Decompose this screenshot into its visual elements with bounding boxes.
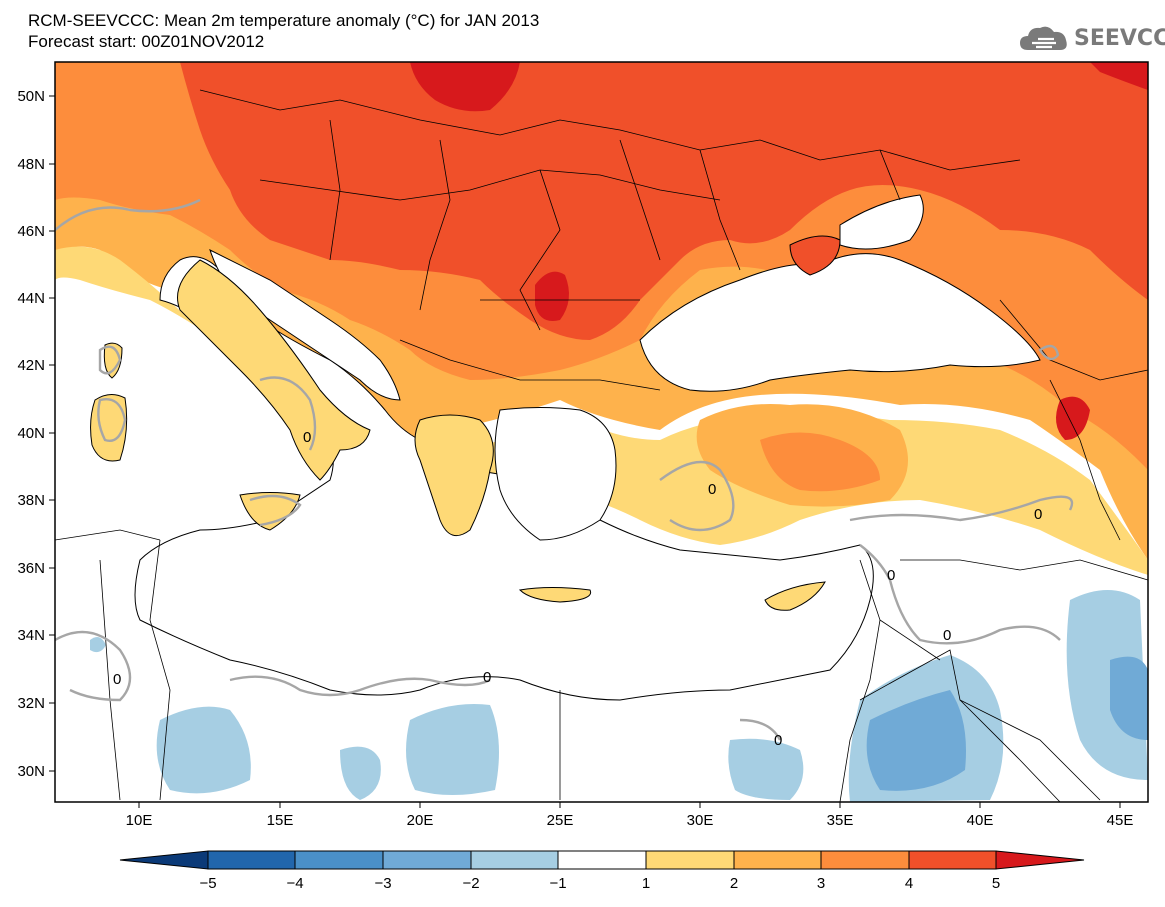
axis-ticks [49, 95, 1121, 808]
anomaly-region-cool-iraq-core [1110, 656, 1148, 740]
colorbar-bin [557, 850, 647, 870]
map-title: RCM-SEEVCCC: Mean 2m temperature anomaly… [28, 11, 540, 30]
lat-label: 40N [17, 425, 45, 442]
country-borders [55, 89, 1148, 802]
contour-label: 0 [943, 627, 951, 644]
contour-label: 0 [887, 567, 895, 584]
colorbar-bin [733, 850, 822, 870]
colorbar-label: −4 [286, 875, 303, 892]
seevccc-logo: SEEVCCC [1018, 22, 1165, 54]
lat-label: 36N [17, 560, 45, 577]
anomaly-region-above-5 [410, 62, 520, 112]
colorbar-labels: −5 −4 −3 −2 −1 1 2 3 4 5 [199, 875, 1000, 892]
anomaly-region-anatolia-core [760, 432, 880, 492]
sardinia [90, 394, 128, 462]
contour-label: 0 [708, 481, 716, 498]
lat-label: 46N [17, 223, 45, 240]
colorbar-label: 3 [817, 875, 825, 892]
anomaly-region-cool-tunisia [90, 636, 106, 653]
cyprus [764, 581, 826, 611]
lon-label: 20E [407, 812, 434, 829]
contour-label: 0 [1034, 506, 1042, 523]
tyrrhenian-sea [120, 348, 280, 490]
lat-label: 48N [17, 156, 45, 173]
lon-label: 30E [687, 812, 714, 829]
anomaly-region-cool-libya-b [340, 746, 381, 800]
colorbar-bin [470, 850, 559, 870]
colorbar-bin [382, 850, 472, 870]
aegean-sea [494, 407, 617, 541]
logo-text: SEEVCCC [1074, 25, 1165, 51]
lon-label: 45E [1107, 812, 1134, 829]
lat-label: 44N [17, 290, 45, 307]
anomaly-region-cool-arabia-mid [866, 690, 966, 791]
colorbar-bin [645, 850, 735, 870]
contour-label: 0 [483, 669, 491, 686]
colorbar-label: 5 [992, 875, 1000, 892]
colorbar-label: 2 [730, 875, 738, 892]
colorbar-bin [908, 850, 997, 870]
anomaly-region-cool-egypt [406, 704, 499, 795]
plot-frame [54, 61, 1149, 803]
lat-label: 42N [17, 357, 45, 374]
lon-label: 35E [827, 812, 854, 829]
anomaly-region-above-5-d [1056, 396, 1090, 440]
lat-label: 34N [17, 627, 45, 644]
colorbar-label: −1 [549, 875, 566, 892]
colorbar-extend-high [995, 850, 1085, 870]
lat-label: 38N [17, 492, 45, 509]
crimea [789, 235, 841, 276]
anomaly-region-cool-egypt-b [728, 738, 804, 800]
sea-of-azov [839, 194, 924, 250]
colorbar-bin [294, 850, 384, 870]
lat-label: 32N [17, 695, 45, 712]
seas [120, 194, 1041, 701]
anomaly-region-cool-libya [156, 706, 251, 794]
anomaly-region-4-5 [180, 62, 1148, 340]
contour-label: 0 [113, 671, 121, 688]
colorbar-label: 1 [642, 875, 650, 892]
contour-label: 0 [774, 732, 782, 749]
anomaly-region-above-5-c [1090, 62, 1148, 90]
colorbar-label: −5 [199, 875, 216, 892]
cloud-icon [1020, 26, 1067, 50]
colorbar-extend-low [119, 850, 209, 870]
lon-label: 25E [547, 812, 574, 829]
colorbar-bin [207, 850, 296, 870]
lon-label: 10E [126, 812, 153, 829]
lat-label: 50N [17, 88, 45, 105]
lon-label: 40E [967, 812, 994, 829]
contour-label: 0 [303, 429, 311, 446]
lat-label: 30N [17, 763, 45, 780]
colorbar-label: −2 [462, 875, 479, 892]
colorbar-bin [820, 850, 910, 870]
colorbar [119, 850, 1085, 870]
lon-label: 15E [267, 812, 294, 829]
greece-peninsula [414, 414, 494, 537]
zero-contour-labels: 0 0 0 0 0 0 0 0 [113, 429, 1042, 749]
zero-contours [55, 198, 1074, 741]
latitude-labels: 50N 48N 46N 44N 42N 40N 38N 36N 34N 32N … [17, 88, 45, 780]
anomaly-region-above-5-b [535, 271, 569, 321]
forecast-start: Forecast start: 00Z01NOV2012 [28, 32, 265, 51]
black-sea [639, 253, 1041, 392]
colorbar-label: 4 [905, 875, 913, 892]
map-title-block: RCM-SEEVCCC: Mean 2m temperature anomaly… [28, 10, 539, 52]
italy-peninsula [177, 259, 371, 481]
crete [518, 587, 592, 603]
longitude-labels: 10E 15E 20E 25E 30E 35E 40E 45E [126, 812, 1134, 829]
colorbar-label: −3 [374, 875, 391, 892]
